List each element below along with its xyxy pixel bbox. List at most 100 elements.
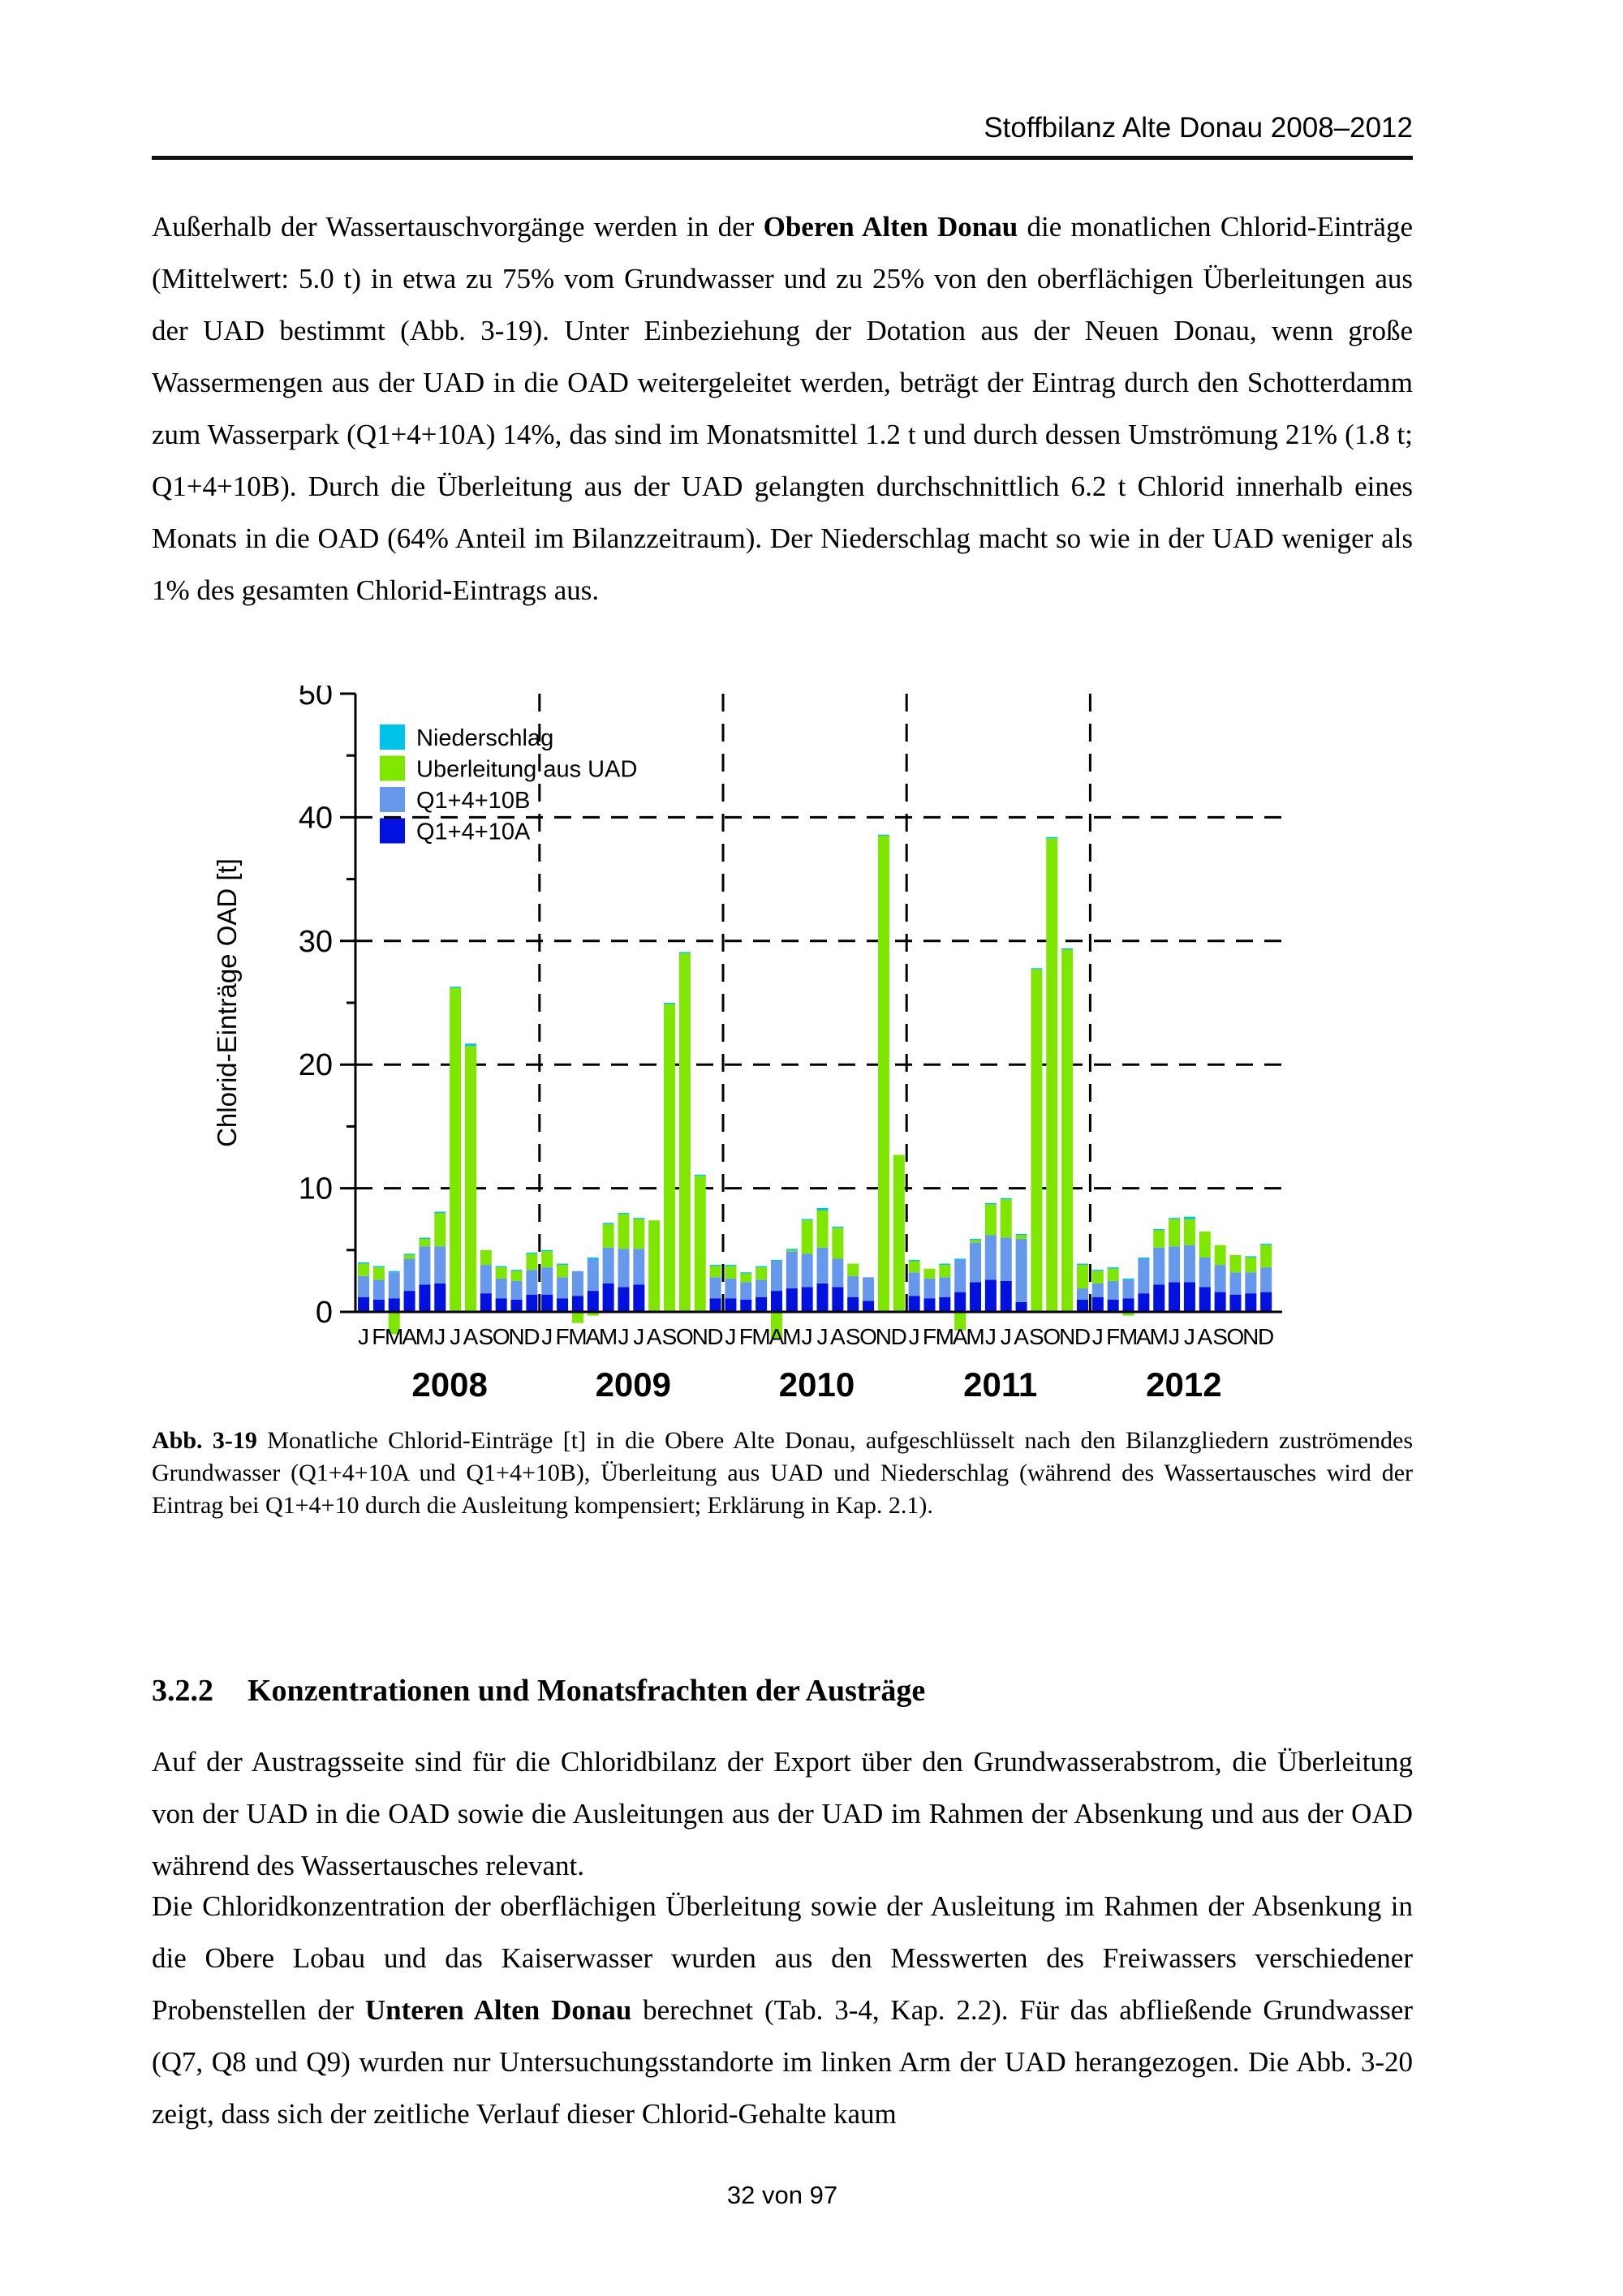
bar-segment xyxy=(358,1263,370,1276)
bar-segment xyxy=(709,1298,721,1312)
bar-segment xyxy=(1107,1267,1119,1269)
year-label: 2009 xyxy=(596,1365,671,1404)
bar-segment xyxy=(1183,1282,1195,1312)
month-label: N xyxy=(508,1324,524,1349)
bar-segment xyxy=(419,1239,431,1247)
bar-segment xyxy=(816,1210,829,1248)
bar-segment xyxy=(984,1202,997,1205)
bar-segment xyxy=(816,1247,829,1283)
bar-segment-negative xyxy=(587,1312,599,1316)
bar-segment xyxy=(541,1267,553,1295)
bar-segment-negative xyxy=(954,1312,966,1331)
month-label: N xyxy=(876,1324,892,1349)
bar-segment xyxy=(770,1259,782,1262)
bar-segment-negative xyxy=(388,1312,400,1335)
bar-segment xyxy=(893,1154,905,1312)
year-label: 2011 xyxy=(963,1365,1037,1404)
bar-segment xyxy=(1138,1258,1150,1294)
bar-segment xyxy=(495,1267,507,1279)
bar-segment xyxy=(1000,1280,1012,1312)
bar-segment xyxy=(419,1246,431,1285)
text-run: die monatlichen Chlorid-Einträge (Mittel… xyxy=(152,211,1413,606)
bar-segment xyxy=(1245,1257,1257,1273)
bar-segment xyxy=(756,1296,768,1312)
bar-segment xyxy=(939,1265,951,1278)
bar-segment xyxy=(709,1277,721,1299)
month-label: M xyxy=(1119,1324,1138,1349)
bar-segment xyxy=(434,1283,446,1312)
month-label: J xyxy=(725,1324,736,1349)
bar-segment xyxy=(403,1291,415,1312)
month-label: A xyxy=(830,1324,846,1349)
month-label: M xyxy=(1150,1324,1169,1349)
running-header-text: Stoffbilanz Alte Donau 2008–2012 xyxy=(984,112,1413,144)
running-header: Stoffbilanz Alte Donau 2008–2012 xyxy=(152,112,1413,144)
bold-run: Unteren Alten Donau xyxy=(364,1994,632,2026)
month-label: D xyxy=(1258,1324,1274,1349)
month-label: A xyxy=(1014,1324,1029,1349)
section-title: Konzentrationen und Monatsfrachten der A… xyxy=(248,1674,926,1708)
text-run: berechnet (Tab. 3-4, Kap. 2.2). Für das … xyxy=(152,1994,1413,2130)
bar-segment xyxy=(970,1239,982,1240)
bar-segment xyxy=(403,1258,415,1292)
bar-segment xyxy=(1245,1272,1257,1294)
month-label: D xyxy=(1074,1324,1091,1349)
bar-segment xyxy=(1076,1265,1088,1289)
bar-segment xyxy=(480,1265,492,1294)
month-label: A xyxy=(769,1324,785,1349)
bar-segment xyxy=(664,1003,676,1004)
stacked-bar-chart: Niederschlag Uberleitung aus UAD Q1+4+10B Q… xyxy=(212,677,1282,1404)
bar-segment xyxy=(1091,1283,1104,1297)
month-label: F xyxy=(555,1324,569,1349)
bar-segment xyxy=(725,1265,737,1266)
month-label: O xyxy=(493,1324,510,1349)
bar-segment xyxy=(372,1267,385,1280)
legend-label-1: Niederschlag xyxy=(416,725,553,751)
bar-segment xyxy=(388,1298,400,1312)
bar-segment xyxy=(756,1266,768,1268)
legend-label-4: Q1+4+10A xyxy=(416,819,531,845)
bar-segment xyxy=(984,1204,997,1236)
bar-segment-negative xyxy=(770,1312,782,1339)
bar-segment xyxy=(923,1278,936,1299)
month-label: A xyxy=(1197,1324,1212,1349)
bar-segment xyxy=(464,1043,476,1047)
y-tick-label: 30 xyxy=(299,925,333,959)
bar-segment xyxy=(1015,1239,1027,1302)
bar-segment xyxy=(664,1004,676,1312)
month-label: M xyxy=(599,1324,618,1349)
bar-segment xyxy=(939,1296,951,1312)
month-label: F xyxy=(1106,1324,1120,1349)
bar-segment xyxy=(801,1219,813,1221)
bar-segment xyxy=(419,1237,431,1240)
bar-segment xyxy=(1061,949,1074,1312)
bar-segment xyxy=(557,1298,569,1312)
bar-segment xyxy=(510,1299,523,1312)
bar-segment xyxy=(1260,1292,1272,1312)
bar-segment xyxy=(970,1242,982,1283)
bar-segment xyxy=(984,1235,997,1280)
month-label: J xyxy=(1001,1324,1012,1349)
bar-segment xyxy=(403,1253,415,1255)
bar-segment xyxy=(801,1220,813,1254)
bar-segment xyxy=(557,1263,569,1266)
bar-segment xyxy=(1076,1263,1088,1266)
bar-segment xyxy=(725,1278,737,1299)
bar-segment xyxy=(633,1249,645,1285)
month-label: M xyxy=(385,1324,403,1349)
month-label: A xyxy=(585,1324,601,1349)
bar-segment xyxy=(1046,838,1058,1312)
month-label: M xyxy=(751,1324,770,1349)
legend-label-3: Q1+4+10B xyxy=(416,788,530,814)
bar-segment xyxy=(1183,1216,1195,1219)
bar-segment xyxy=(756,1279,768,1297)
bar-segment xyxy=(495,1278,507,1299)
header-rule xyxy=(152,156,1413,160)
bar-segment xyxy=(1138,1293,1150,1312)
bar-segment xyxy=(1107,1280,1119,1300)
bar-segment xyxy=(358,1262,370,1264)
paragraph-austraege: Auf der Austragsseite sind für die Chlor… xyxy=(152,1736,1413,1892)
bar-segment xyxy=(618,1249,630,1288)
bar-segment xyxy=(633,1284,645,1312)
